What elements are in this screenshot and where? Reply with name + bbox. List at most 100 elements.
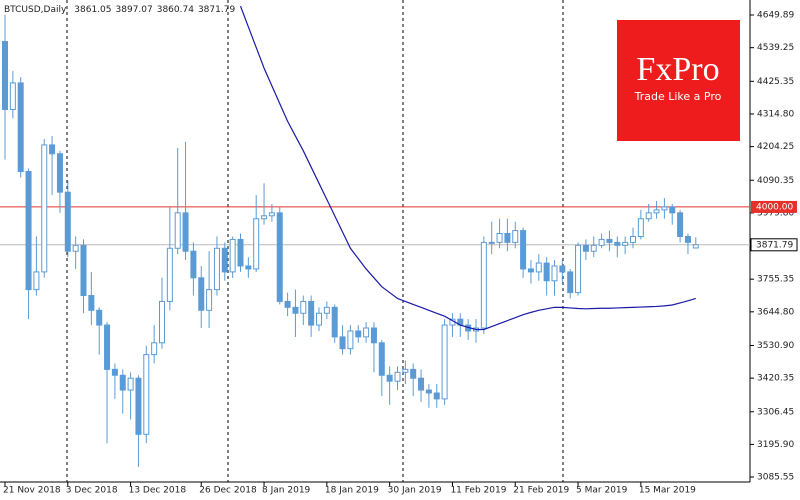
candle-body [33,271,40,291]
y-tick-label: 3644.80 [757,307,794,317]
candle-body [637,218,644,237]
candle-body [127,377,134,391]
candle-body [261,215,268,220]
candle-body [316,312,322,326]
y-tick-label: 4204.25 [757,142,794,152]
candle-body [143,354,150,435]
y-tick-label: 3530.90 [757,341,794,351]
candle-body [253,218,260,270]
candle-body [347,330,354,350]
header-low: 3860.74 [157,5,194,15]
y-tick-label: 4314.80 [757,109,794,119]
y-tick-label: 4539.25 [757,43,794,53]
candle-body [567,271,574,294]
level-label-box [751,200,797,213]
y-tick-label: 4425.35 [757,77,794,87]
candle-body [104,324,111,370]
y-tick-label: 3306.45 [757,407,794,417]
candle-body [88,295,95,311]
candle-body [677,212,684,237]
logo-slogan: Trade Like a Pro [634,90,722,103]
x-tick-label: 11 Feb 2019 [450,486,506,496]
candle-body [17,82,24,172]
candle-body [72,244,79,252]
candle-body [433,392,440,400]
candle-body [575,244,582,294]
candle-body [582,244,589,252]
x-tick-label: 15 Mar 2019 [639,486,696,496]
candle-body [370,327,377,344]
candle-body [418,377,425,391]
y-tick-label: 3979.80 [757,208,794,218]
candle-body [64,191,71,252]
candle-body [49,144,56,155]
logo-box [617,20,740,141]
candle-body [284,300,291,308]
x-tick-label: 21 Nov 2018 [3,486,61,496]
candle-body [630,235,636,243]
candle-body [496,233,503,243]
candle-body [221,247,228,273]
candle-body [386,374,393,382]
candle-body [237,238,244,267]
candle-body [425,389,432,394]
candle-body [559,265,566,273]
candle-body [614,241,621,246]
candle-body [268,212,275,217]
header: BTCUSD,Daily 3861.05 3897.07 3860.74 3871.79 [4,5,235,15]
candle-body [80,244,87,297]
candle-body [190,250,197,279]
candle-body [535,262,542,273]
header-close: 3871.79 [198,5,235,15]
candle-body [159,300,165,344]
candle-body [308,300,315,326]
candle-body [669,206,676,214]
candle-body [245,265,252,270]
y-tick-label: 3755.35 [757,275,794,285]
header-open: 3861.05 [74,5,111,15]
x-tick-label: 18 Jan 2019 [325,486,379,496]
moving-average [239,5,696,331]
candle-body [213,247,220,291]
candle-body [9,82,16,110]
candle-body [166,247,173,302]
candle-body [488,241,495,244]
y-tick-label: 3195.90 [757,440,794,450]
candle-body [323,306,330,314]
candle-body [331,306,338,338]
logo-name: FxPro [636,51,719,88]
candle-body [174,212,181,249]
candle-body [441,324,448,400]
price-label: 3871.79 [756,240,793,250]
candle-body [606,238,613,243]
candle-body [480,241,487,329]
candle-body [339,336,346,350]
candle-body [692,244,699,249]
candle-body [56,153,63,193]
candle-body [622,241,629,246]
x-tick-label: 8 Jan 2019 [262,486,310,496]
candle-body [355,330,362,338]
candle-body [41,144,48,273]
candle-body [111,368,118,376]
price-label-box [750,238,798,252]
candle-body [276,212,283,302]
candle-body [25,170,32,291]
candle-body [206,289,213,311]
candle-body [229,238,236,273]
candle-body [661,206,668,211]
header-high: 3897.07 [116,5,153,15]
candle-body [2,41,8,110]
candle-body [378,342,385,376]
candle-body [96,309,103,326]
candle-body [292,306,299,314]
symbol: BTCUSD,Daily [4,5,67,15]
candle-body [410,368,417,379]
candle-body [520,230,527,270]
y-tick-label: 4090.35 [757,176,794,186]
candle-body [151,342,158,356]
candle-body [645,212,652,220]
x-tick-label: 26 Dec 2018 [199,486,257,496]
candle-body [684,235,691,243]
